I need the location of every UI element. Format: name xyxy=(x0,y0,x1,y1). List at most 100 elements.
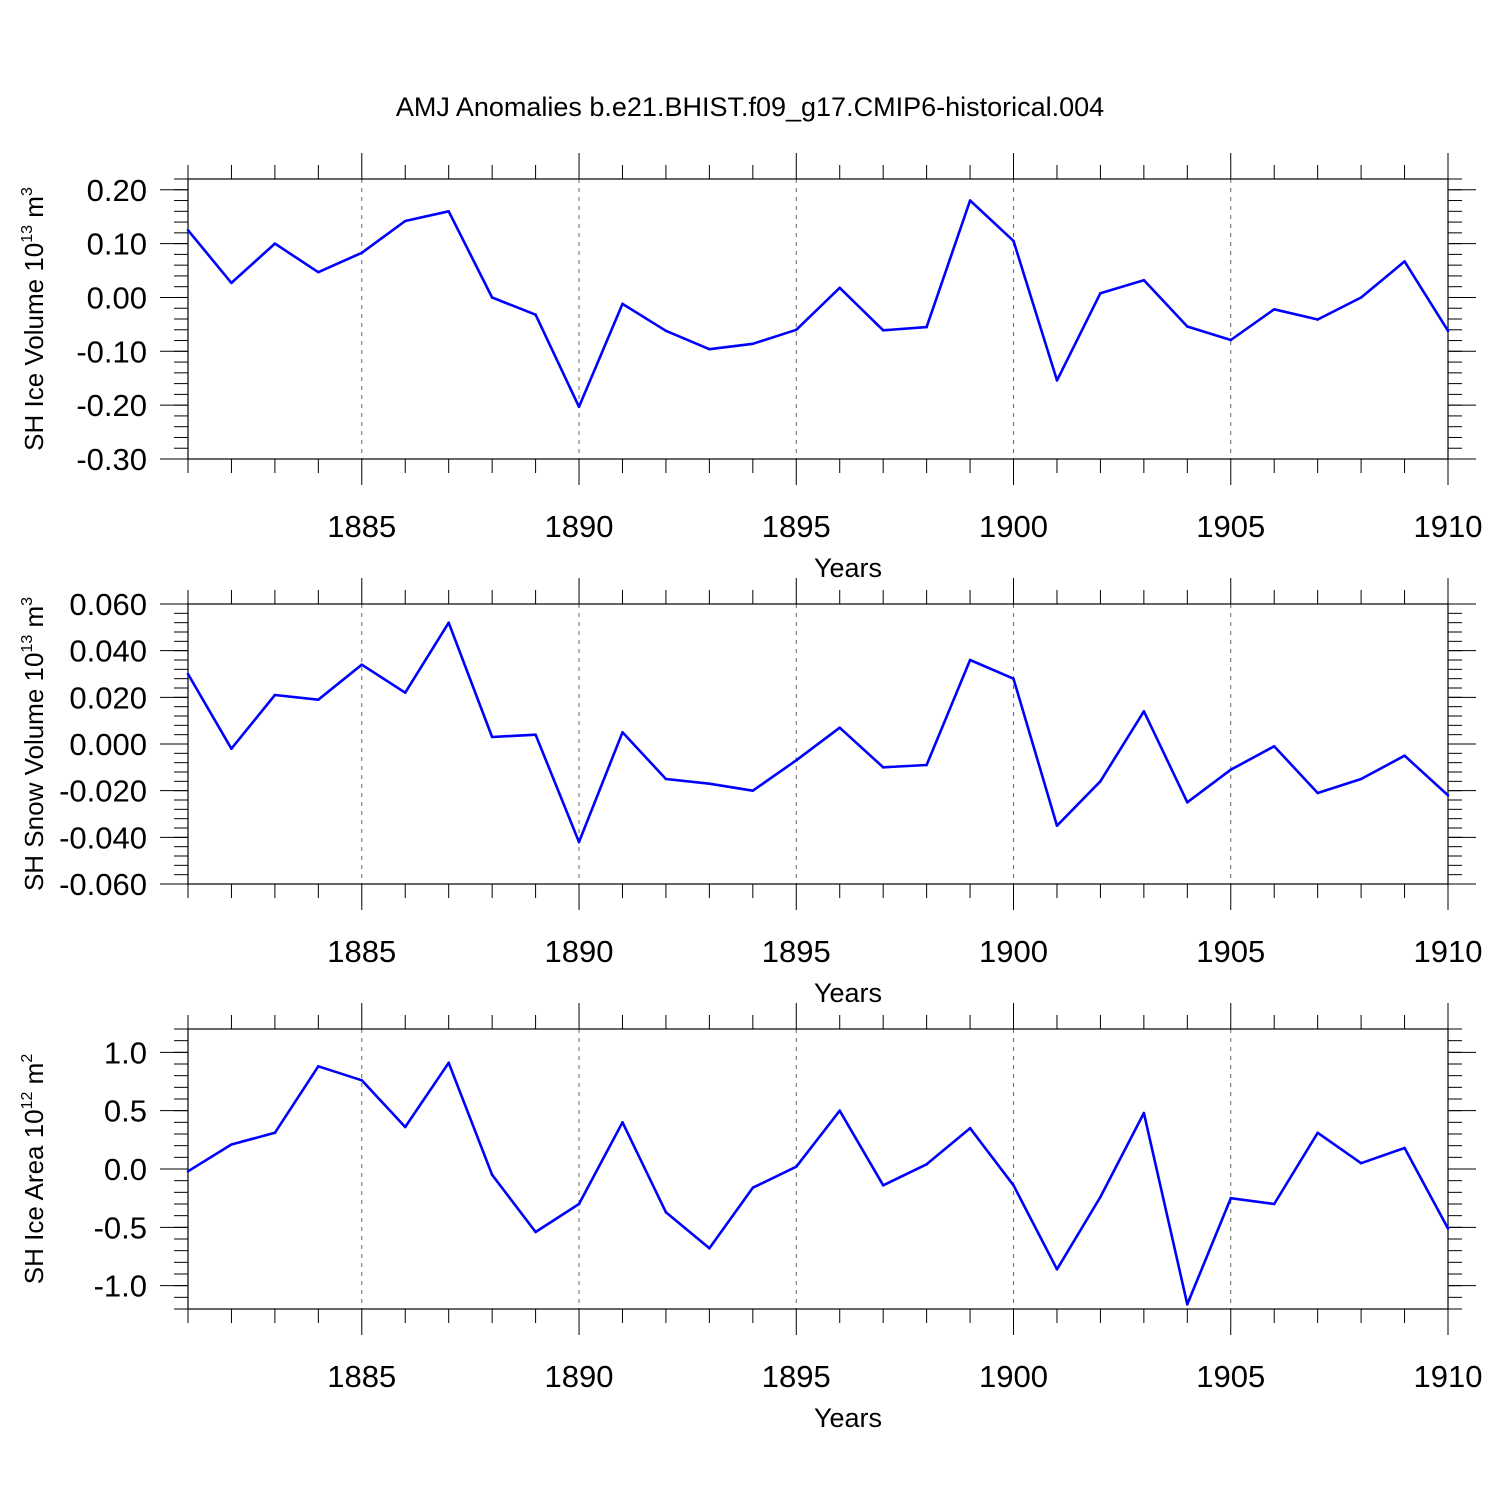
series-line xyxy=(186,621,1449,844)
y-tick-label: 0.20 xyxy=(87,173,147,208)
x-tick-label: 1905 xyxy=(1196,509,1265,544)
x-tick-label: 1885 xyxy=(327,509,396,544)
x-tick-label: 1900 xyxy=(979,509,1048,544)
data-point xyxy=(1099,780,1102,783)
data-point xyxy=(968,199,972,202)
data-point xyxy=(664,777,668,781)
panel-ice-area: 1885 1890 1895 1900 1905 1910 Years 1.0 0.5 0.0 -0… xyxy=(19,1003,1482,1433)
data-point xyxy=(273,693,277,697)
x-tick-label: 1900 xyxy=(979,934,1048,969)
data-point xyxy=(186,672,190,676)
data-point xyxy=(1359,1161,1363,1165)
data-point xyxy=(794,1165,798,1168)
data-point xyxy=(1142,1111,1146,1115)
data-point xyxy=(1272,308,1276,311)
data-point xyxy=(968,658,972,662)
data-point xyxy=(534,733,537,736)
x-tick-label: 1910 xyxy=(1414,1359,1483,1394)
data-point xyxy=(621,302,624,306)
data-point xyxy=(490,296,494,299)
x-axis-label: Years xyxy=(814,978,882,1008)
x-tick-label: 1895 xyxy=(762,934,831,969)
data-point xyxy=(1272,1202,1276,1206)
data-point xyxy=(1446,329,1450,333)
data-point xyxy=(1446,1227,1450,1230)
y-axis-label: SH Ice Volume 1013 m3 xyxy=(19,187,49,451)
data-point xyxy=(1142,278,1146,282)
data-point xyxy=(925,763,928,767)
data-point xyxy=(1099,1195,1102,1199)
series-line xyxy=(186,199,1450,409)
y-tick-label: -0.060 xyxy=(59,867,147,902)
data-point xyxy=(1099,291,1102,295)
y-tick-label: 0.000 xyxy=(69,727,147,762)
x-axis-label: Years xyxy=(814,1403,882,1433)
x-tick-label: 1895 xyxy=(762,1359,831,1394)
data-point xyxy=(360,251,364,255)
data-point xyxy=(403,219,407,223)
data-point xyxy=(708,347,711,351)
data-point xyxy=(664,1210,668,1214)
data-point xyxy=(794,759,798,762)
data-point xyxy=(577,840,581,844)
data-point xyxy=(1359,777,1363,781)
x-tick-label: 1885 xyxy=(327,1359,396,1394)
data-point xyxy=(1055,1268,1059,1271)
data-point xyxy=(490,1173,494,1177)
x-axis-label: Years xyxy=(814,553,882,583)
data-point xyxy=(794,328,798,332)
data-point xyxy=(1316,318,1319,321)
y-tick-label: -0.040 xyxy=(59,820,147,855)
data-point xyxy=(621,1121,624,1124)
data-point xyxy=(664,329,668,333)
data-point xyxy=(838,286,842,290)
data-point xyxy=(577,1202,581,1206)
data-point xyxy=(317,270,320,274)
data-point xyxy=(1186,325,1189,328)
panel-snow-volume: 1885 1890 1895 1900 1905 1910 Years 0.060 0.040 0… xyxy=(19,578,1482,1008)
y-tick-label: -0.20 xyxy=(76,388,147,423)
data-point xyxy=(230,747,233,750)
data-point xyxy=(838,726,842,729)
x-tick-label: 1905 xyxy=(1196,934,1265,969)
data-point xyxy=(1012,239,1015,243)
data-point xyxy=(1403,1146,1406,1150)
data-point xyxy=(317,698,320,701)
y-tick-label: 1.0 xyxy=(104,1035,147,1070)
x-tick-label: 1910 xyxy=(1414,934,1483,969)
data-point xyxy=(1186,1303,1189,1306)
data-point xyxy=(1012,1184,1015,1187)
x-tick-label: 1890 xyxy=(545,934,614,969)
data-point xyxy=(230,281,233,285)
data-point xyxy=(447,621,450,624)
y-tick-label: 0.10 xyxy=(87,227,147,262)
data-point xyxy=(1403,754,1406,757)
y-tick-label: 0.0 xyxy=(104,1152,147,1187)
data-point xyxy=(577,405,581,409)
data-point xyxy=(1055,824,1059,827)
x-tick-label: 1905 xyxy=(1196,1359,1265,1394)
data-point xyxy=(621,731,624,734)
y-tick-label: -0.020 xyxy=(59,774,147,809)
data-point xyxy=(1186,801,1189,804)
data-point xyxy=(273,1131,277,1135)
y-tick-label: 0.020 xyxy=(69,680,147,715)
data-point xyxy=(1229,338,1233,342)
data-point xyxy=(273,242,277,245)
data-point xyxy=(708,782,711,785)
data-point xyxy=(1403,260,1406,263)
y-tick-label: -0.5 xyxy=(94,1210,147,1245)
y-tick-label: 0.040 xyxy=(69,634,147,669)
data-point xyxy=(186,228,190,232)
x-tick-label: 1890 xyxy=(545,1359,614,1394)
data-point xyxy=(1446,794,1450,797)
data-point xyxy=(317,1065,320,1068)
data-point xyxy=(751,342,755,346)
data-point xyxy=(360,1079,364,1082)
data-point xyxy=(1012,677,1015,680)
data-point xyxy=(1359,296,1363,299)
y-tick-label: 0.00 xyxy=(87,280,147,315)
data-point xyxy=(925,1163,928,1166)
x-tick-label: 1910 xyxy=(1414,509,1483,544)
